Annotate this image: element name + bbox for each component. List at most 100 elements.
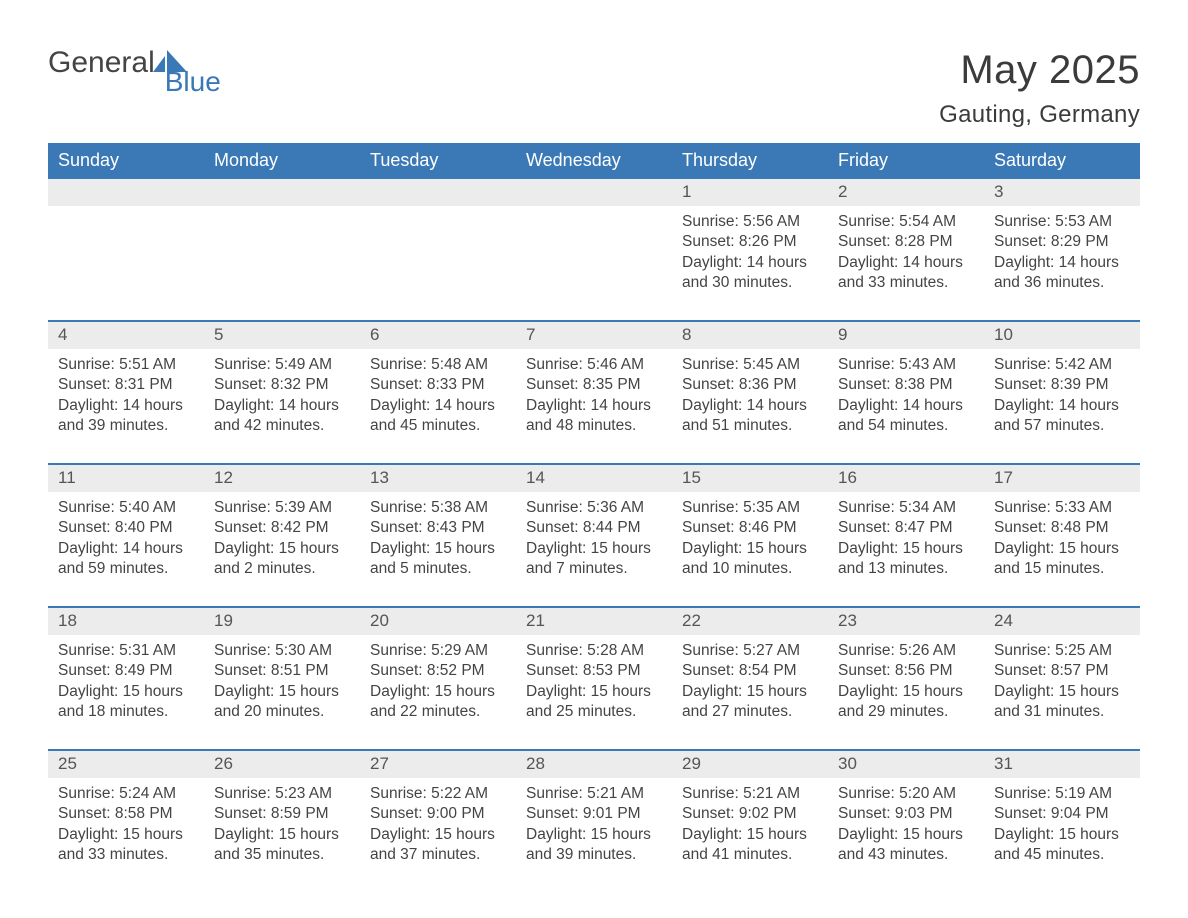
day-cell: Sunrise: 5:24 AMSunset: 8:58 PMDaylight:… — [48, 778, 204, 874]
day-cell: Sunrise: 5:45 AMSunset: 8:36 PMDaylight:… — [672, 349, 828, 445]
weekday-header-cell: Monday — [204, 143, 360, 179]
sunrise-line: Sunrise: 5:24 AM — [58, 784, 194, 804]
daylight-line: Daylight: 14 hours and 48 minutes. — [526, 396, 662, 437]
calendar: SundayMondayTuesdayWednesdayThursdayFrid… — [48, 143, 1140, 874]
weeks-container: 123Sunrise: 5:56 AMSunset: 8:26 PMDaylig… — [48, 179, 1140, 874]
day-number: 4 — [48, 322, 204, 349]
day-number: 31 — [984, 751, 1140, 778]
day-cell: Sunrise: 5:51 AMSunset: 8:31 PMDaylight:… — [48, 349, 204, 445]
sunset-line: Sunset: 8:52 PM — [370, 661, 506, 681]
day-cell: Sunrise: 5:46 AMSunset: 8:35 PMDaylight:… — [516, 349, 672, 445]
day-number: 23 — [828, 608, 984, 635]
sunrise-line: Sunrise: 5:42 AM — [994, 355, 1130, 375]
day-cell — [516, 206, 672, 302]
day-cell: Sunrise: 5:25 AMSunset: 8:57 PMDaylight:… — [984, 635, 1140, 731]
logo: General Blue — [48, 48, 249, 80]
weekday-header-cell: Tuesday — [360, 143, 516, 179]
sunrise-line: Sunrise: 5:25 AM — [994, 641, 1130, 661]
day-number: 8 — [672, 322, 828, 349]
sunrise-line: Sunrise: 5:53 AM — [994, 212, 1130, 232]
day-cell: Sunrise: 5:36 AMSunset: 8:44 PMDaylight:… — [516, 492, 672, 588]
sunset-line: Sunset: 8:54 PM — [682, 661, 818, 681]
day-cell: Sunrise: 5:28 AMSunset: 8:53 PMDaylight:… — [516, 635, 672, 731]
day-cell: Sunrise: 5:54 AMSunset: 8:28 PMDaylight:… — [828, 206, 984, 302]
daylight-line: Daylight: 15 hours and 22 minutes. — [370, 682, 506, 723]
calendar-week: 123Sunrise: 5:56 AMSunset: 8:26 PMDaylig… — [48, 179, 1140, 302]
daylight-line: Daylight: 15 hours and 45 minutes. — [994, 825, 1130, 866]
sunset-line: Sunset: 8:33 PM — [370, 375, 506, 395]
sunrise-line: Sunrise: 5:36 AM — [526, 498, 662, 518]
sunrise-line: Sunrise: 5:30 AM — [214, 641, 350, 661]
location-subtitle: Gauting, Germany — [939, 101, 1140, 129]
day-cell: Sunrise: 5:48 AMSunset: 8:33 PMDaylight:… — [360, 349, 516, 445]
day-number: 11 — [48, 465, 204, 492]
sunset-line: Sunset: 8:28 PM — [838, 232, 974, 252]
day-number: 22 — [672, 608, 828, 635]
day-number: 16 — [828, 465, 984, 492]
sunset-line: Sunset: 8:46 PM — [682, 518, 818, 538]
day-cell: Sunrise: 5:23 AMSunset: 8:59 PMDaylight:… — [204, 778, 360, 874]
day-cell — [204, 206, 360, 302]
day-cell: Sunrise: 5:31 AMSunset: 8:49 PMDaylight:… — [48, 635, 204, 731]
weekday-header-cell: Sunday — [48, 143, 204, 179]
sunset-line: Sunset: 8:35 PM — [526, 375, 662, 395]
sunset-line: Sunset: 8:32 PM — [214, 375, 350, 395]
day-cell: Sunrise: 5:43 AMSunset: 8:38 PMDaylight:… — [828, 349, 984, 445]
day-number: 2 — [828, 179, 984, 206]
day-number: 5 — [204, 322, 360, 349]
daylight-line: Daylight: 15 hours and 18 minutes. — [58, 682, 194, 723]
sunset-line: Sunset: 8:51 PM — [214, 661, 350, 681]
day-cell: Sunrise: 5:27 AMSunset: 8:54 PMDaylight:… — [672, 635, 828, 731]
day-cell: Sunrise: 5:56 AMSunset: 8:26 PMDaylight:… — [672, 206, 828, 302]
sunrise-line: Sunrise: 5:27 AM — [682, 641, 818, 661]
sunrise-line: Sunrise: 5:43 AM — [838, 355, 974, 375]
sunrise-line: Sunrise: 5:34 AM — [838, 498, 974, 518]
sunset-line: Sunset: 9:00 PM — [370, 804, 506, 824]
daylight-line: Daylight: 15 hours and 27 minutes. — [682, 682, 818, 723]
daylight-line: Daylight: 15 hours and 15 minutes. — [994, 539, 1130, 580]
daylight-line: Daylight: 15 hours and 10 minutes. — [682, 539, 818, 580]
daylight-line: Daylight: 15 hours and 37 minutes. — [370, 825, 506, 866]
day-cell: Sunrise: 5:33 AMSunset: 8:48 PMDaylight:… — [984, 492, 1140, 588]
header: General Blue May 2025 Gauting, Germany — [48, 48, 1140, 129]
sunset-line: Sunset: 8:59 PM — [214, 804, 350, 824]
sunset-line: Sunset: 9:04 PM — [994, 804, 1130, 824]
daylight-line: Daylight: 15 hours and 39 minutes. — [526, 825, 662, 866]
day-number: 10 — [984, 322, 1140, 349]
sunset-line: Sunset: 8:57 PM — [994, 661, 1130, 681]
sunset-line: Sunset: 9:03 PM — [838, 804, 974, 824]
daylight-line: Daylight: 14 hours and 57 minutes. — [994, 396, 1130, 437]
weekday-header-cell: Wednesday — [516, 143, 672, 179]
sunrise-line: Sunrise: 5:46 AM — [526, 355, 662, 375]
daynum-row: 25262728293031 — [48, 751, 1140, 778]
weekday-header-cell: Friday — [828, 143, 984, 179]
sunrise-line: Sunrise: 5:56 AM — [682, 212, 818, 232]
sunrise-line: Sunrise: 5:29 AM — [370, 641, 506, 661]
daylight-line: Daylight: 15 hours and 29 minutes. — [838, 682, 974, 723]
sunrise-line: Sunrise: 5:33 AM — [994, 498, 1130, 518]
day-number: 7 — [516, 322, 672, 349]
day-number: 3 — [984, 179, 1140, 206]
day-number: 24 — [984, 608, 1140, 635]
daynum-row: 11121314151617 — [48, 465, 1140, 492]
day-number: 15 — [672, 465, 828, 492]
daylight-line: Daylight: 15 hours and 13 minutes. — [838, 539, 974, 580]
daylight-line: Daylight: 15 hours and 33 minutes. — [58, 825, 194, 866]
sunset-line: Sunset: 8:43 PM — [370, 518, 506, 538]
sunrise-line: Sunrise: 5:26 AM — [838, 641, 974, 661]
daynum-row: 123 — [48, 179, 1140, 206]
day-number: 19 — [204, 608, 360, 635]
daynum-row: 45678910 — [48, 322, 1140, 349]
daylight-line: Daylight: 15 hours and 31 minutes. — [994, 682, 1130, 723]
daylight-line: Daylight: 15 hours and 5 minutes. — [370, 539, 506, 580]
day-cell: Sunrise: 5:22 AMSunset: 9:00 PMDaylight:… — [360, 778, 516, 874]
logo-text-blue: Blue — [165, 66, 221, 98]
daylight-line: Daylight: 15 hours and 2 minutes. — [214, 539, 350, 580]
daylight-line: Daylight: 14 hours and 33 minutes. — [838, 253, 974, 294]
daylight-line: Daylight: 15 hours and 25 minutes. — [526, 682, 662, 723]
day-number: 25 — [48, 751, 204, 778]
daylight-line: Daylight: 14 hours and 51 minutes. — [682, 396, 818, 437]
daylight-line: Daylight: 15 hours and 7 minutes. — [526, 539, 662, 580]
day-cell: Sunrise: 5:40 AMSunset: 8:40 PMDaylight:… — [48, 492, 204, 588]
daylight-line: Daylight: 14 hours and 45 minutes. — [370, 396, 506, 437]
